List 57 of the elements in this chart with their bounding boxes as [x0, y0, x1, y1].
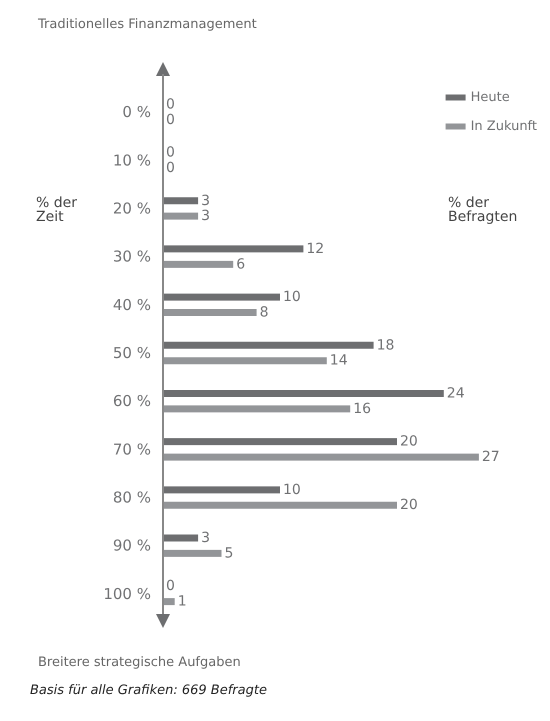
bar: [163, 260, 234, 268]
bar: [163, 486, 280, 494]
bar: [163, 405, 350, 412]
data-label: 3: [201, 192, 210, 209]
data-label: 16: [353, 400, 372, 417]
data-label: 1: [178, 594, 187, 610]
data-label: 8: [260, 304, 269, 321]
bar: [163, 342, 374, 349]
x-axis-title: % der Befragten: [448, 195, 518, 225]
y-tick-label: 50 %: [112, 344, 151, 362]
data-label: 0: [166, 160, 175, 176]
legend-label: Heute: [470, 90, 510, 105]
data-label: 12: [306, 240, 324, 257]
bar: [163, 245, 304, 252]
bar: [163, 197, 198, 204]
data-label: 18: [376, 337, 394, 354]
bar: [163, 309, 257, 316]
y-tick-label: 90 %: [112, 536, 151, 555]
bar: [163, 550, 222, 557]
data-label: 27: [482, 449, 500, 466]
y-tick-label: 40 %: [112, 296, 151, 314]
bar: [163, 454, 479, 461]
text: Traditionelles Finanzmanagement: [37, 17, 257, 32]
bar: [163, 294, 280, 301]
text: Basis für alle Grafiken: 669 Befragte: [30, 683, 267, 698]
data-label: 20: [400, 434, 418, 450]
bar: [163, 357, 327, 364]
y-tick-label: 20 %: [112, 199, 151, 218]
bar: [163, 438, 397, 446]
data-label: 14: [330, 352, 348, 369]
data-label: 5: [224, 545, 234, 562]
bar: [163, 598, 175, 606]
y-tick-label: 80 %: [112, 488, 151, 507]
y-tick-label: 30 %: [112, 248, 151, 266]
bar: [163, 502, 397, 509]
bar: [163, 534, 198, 542]
data-label: 6: [236, 256, 246, 272]
y-tick-label: 60 %: [112, 392, 151, 410]
bar: [163, 390, 444, 397]
legend-label: In Zukunft: [470, 119, 538, 134]
data-label: 0: [166, 144, 175, 161]
y-axis-title: % der Zeit: [36, 195, 82, 225]
y-tick-label: 0 %: [122, 103, 151, 122]
text: Breitere strategische Aufgaben: [38, 655, 241, 670]
data-label: 10: [283, 289, 301, 306]
data-label: 20: [400, 497, 418, 514]
data-label: 3: [201, 208, 210, 224]
y-tick-label: 100 %: [103, 584, 151, 603]
y-tick-label: 10 %: [112, 151, 151, 170]
y-tick-label: 70 %: [112, 440, 151, 458]
data-label: 10: [283, 482, 301, 498]
data-label: 0: [166, 112, 175, 128]
data-label: 0: [166, 96, 175, 112]
data-label: 0: [166, 578, 175, 594]
data-label: 24: [446, 385, 465, 402]
data-label: 3: [201, 530, 210, 546]
bar: [163, 212, 198, 220]
